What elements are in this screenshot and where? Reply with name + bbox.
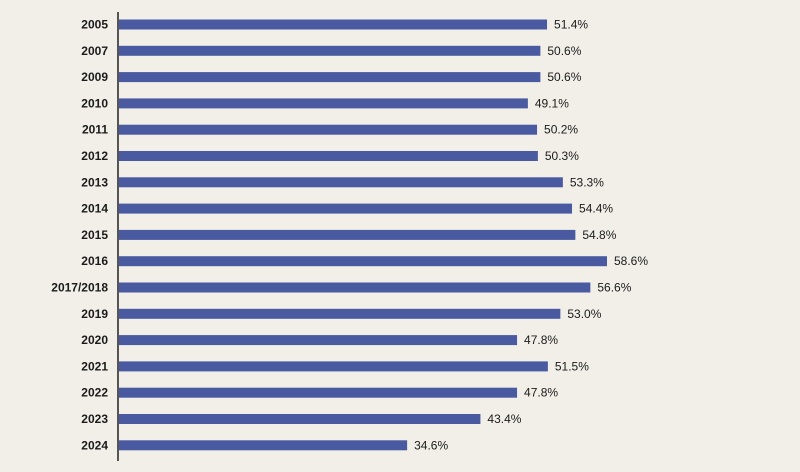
value-label: 54.8% — [582, 228, 616, 242]
value-labels: 51.4% 50.6% 50.6% 49.1% 50.2% 50.3% 53.3% 54.4%… — [414, 18, 648, 453]
category-label: 2010 — [81, 96, 108, 110]
category-label: 2009 — [81, 70, 108, 84]
bar — [119, 124, 538, 135]
category-label: 2017/2018 — [51, 281, 108, 295]
category-label: 2019 — [81, 307, 108, 321]
bar — [119, 72, 541, 83]
bar — [119, 203, 573, 214]
category-label: 2014 — [81, 202, 108, 216]
value-label: 50.6% — [547, 70, 581, 84]
category-label: 2023 — [81, 412, 108, 426]
value-label: 54.4% — [579, 202, 613, 216]
category-label: 2012 — [81, 149, 108, 163]
value-label: 47.8% — [524, 333, 558, 347]
bar — [119, 361, 548, 372]
category-label: 2011 — [82, 123, 108, 137]
bar — [119, 282, 591, 293]
category-label: 2022 — [81, 386, 108, 400]
category-label: 2024 — [81, 438, 108, 452]
category-label: 2016 — [81, 254, 108, 268]
value-label: 53.3% — [570, 175, 604, 189]
bar — [119, 256, 607, 267]
value-label: 34.6% — [414, 438, 448, 452]
value-label: 50.6% — [547, 44, 581, 58]
value-label: 49.1% — [535, 96, 569, 110]
bar — [119, 387, 518, 398]
bar — [119, 151, 538, 161]
category-label: 2020 — [81, 333, 108, 347]
category-labels: 2005 2007 2009 2010 2011 2012 2013 2014 2015 2016… — [51, 18, 108, 453]
bar — [119, 45, 541, 56]
bar — [119, 335, 518, 346]
category-label: 2015 — [81, 228, 108, 242]
value-label: 58.6% — [614, 254, 648, 268]
category-label: 2005 — [81, 18, 108, 32]
bar — [119, 308, 561, 319]
value-label: 53.0% — [567, 307, 601, 321]
value-label: 50.2% — [544, 123, 578, 137]
value-label: 56.6% — [597, 281, 631, 295]
bar — [119, 414, 481, 424]
bar — [119, 19, 548, 30]
category-label: 2013 — [81, 175, 108, 189]
value-label: 43.4% — [487, 412, 521, 426]
bar — [119, 177, 563, 188]
bar — [119, 98, 528, 109]
category-label: 2021 — [81, 359, 108, 373]
value-label: 51.4% — [554, 18, 588, 32]
category-label: 2007 — [81, 44, 108, 58]
bar — [119, 229, 576, 240]
value-label: 51.5% — [555, 359, 589, 373]
bar — [119, 440, 408, 451]
bars — [119, 19, 607, 451]
value-label: 50.3% — [545, 149, 579, 163]
value-label: 47.8% — [524, 386, 558, 400]
